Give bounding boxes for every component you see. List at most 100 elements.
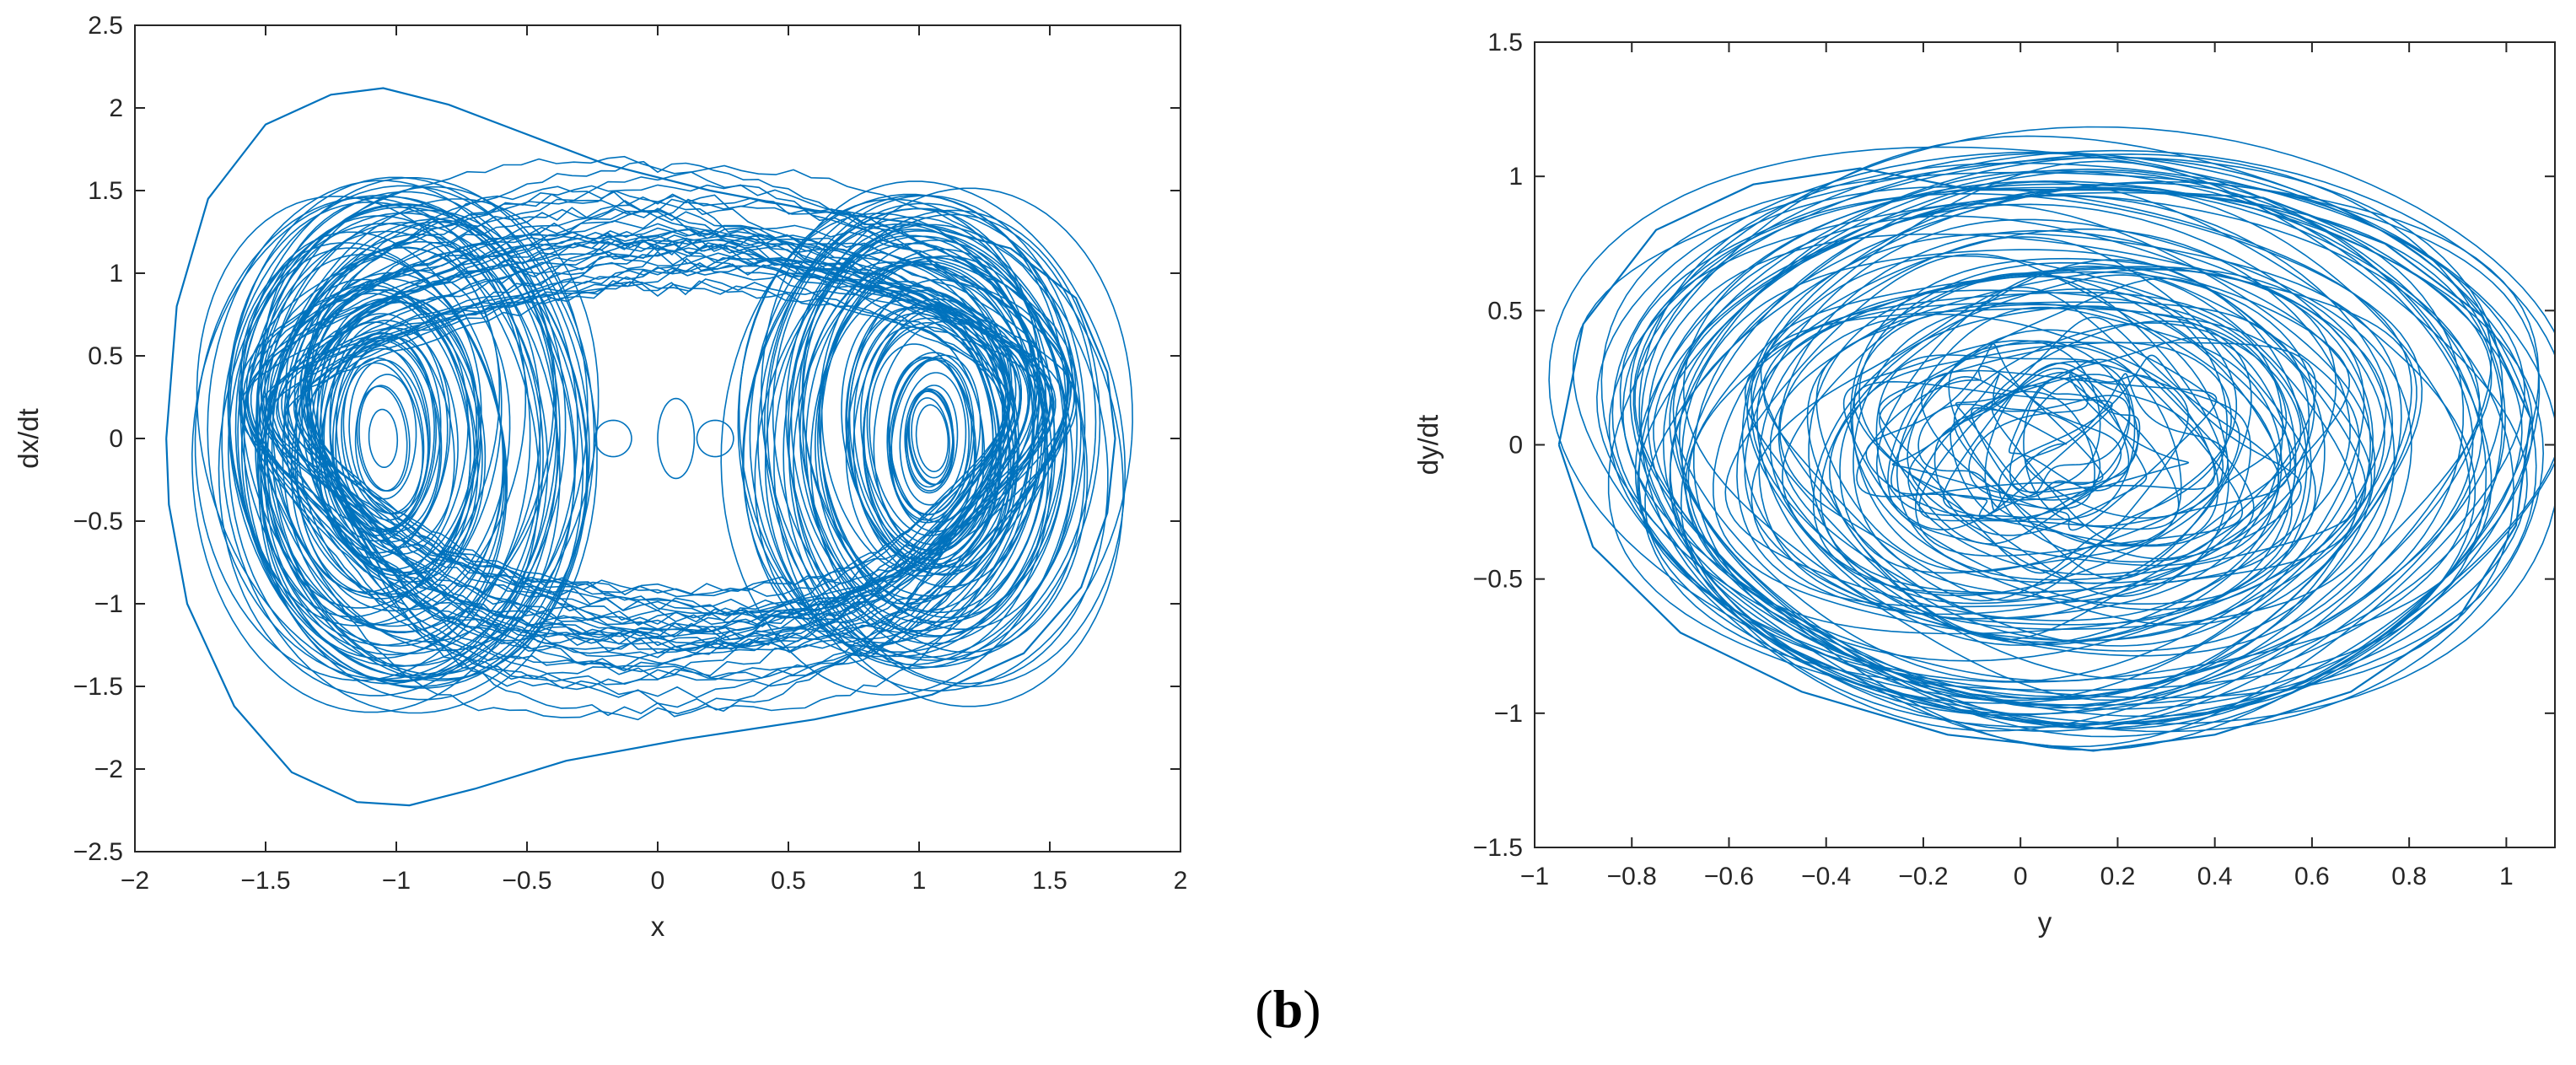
trajectory-central-loop <box>594 419 632 458</box>
trajectory-loop <box>1600 171 2540 725</box>
trajectory-lobe-loop <box>207 180 557 680</box>
trajectory-lobe-loop <box>358 385 411 492</box>
y-tick-label: −1 <box>94 590 123 618</box>
trajectory-loop <box>1760 267 2337 620</box>
y-tick-label: −0.5 <box>73 508 123 535</box>
trajectory-loop <box>1820 274 2358 594</box>
x-tick-label: 0 <box>651 867 665 895</box>
trajectory-lobe-loop <box>356 385 408 492</box>
trajectory-lobe-loop <box>234 177 595 687</box>
trajectory-lobe-loop <box>294 269 511 612</box>
trajectory-crossing-loop <box>267 283 1048 596</box>
trajectory-loop <box>1858 261 2351 597</box>
trajectory-lobe-loop <box>227 223 544 685</box>
trajectory-lobe-loop <box>742 216 1047 658</box>
x-tick-label: −1 <box>1520 863 1549 890</box>
trajectory-lobe-loop <box>287 288 479 598</box>
trajectory-loop <box>1669 186 2471 715</box>
trajectory-lobe-loop <box>886 352 984 533</box>
trajectory-lobe-loop <box>282 221 557 632</box>
trajectory-lobe-loop <box>296 296 480 595</box>
trajectory-lobe-loop <box>310 313 449 554</box>
trajectory-lobe-loop <box>790 234 1048 624</box>
x-tick-label: 2 <box>1174 867 1188 895</box>
trajectory-lobe-loop <box>847 278 1040 588</box>
trajectory-lobe-loop <box>264 246 501 609</box>
trajectory-lobe-loop <box>845 299 1010 572</box>
y-tick-label: −1.5 <box>73 673 123 701</box>
trajectory-loop <box>1608 153 2483 732</box>
trajectory-lobe-loop <box>194 196 531 681</box>
trajectory-lobe-loop <box>749 195 1068 653</box>
x-axis-label: x <box>651 911 665 942</box>
trajectory-loop <box>1724 253 2280 621</box>
trajectory-lobe-loop <box>754 235 1036 648</box>
trajectory-lobe-loop <box>354 374 417 500</box>
trajectory-lobe-loop <box>329 320 459 548</box>
trajectory-loop <box>1681 249 2308 635</box>
y-tick-label: 0.5 <box>1487 297 1523 325</box>
caption-close-paren: ) <box>1303 979 1321 1039</box>
trajectory-lobe-loop <box>906 389 954 488</box>
trajectory-loop <box>1712 255 2312 642</box>
x-tick-label: 0.2 <box>2100 863 2136 890</box>
trajectory-lobe-loop <box>323 331 435 536</box>
trajectory-central-loop <box>696 419 734 458</box>
trajectory-lobe-loop <box>260 241 541 659</box>
trajectory-lobe-loop <box>904 388 955 492</box>
trajectory-lobe-loop <box>196 196 540 681</box>
trajectory-loop <box>1746 228 2351 646</box>
trajectory-lobe-loop <box>809 255 1068 645</box>
trajectory-loop <box>1779 314 2189 601</box>
y-tick-label: −2 <box>94 756 123 783</box>
trajectory-loop <box>1629 191 2465 704</box>
trajectory-lobe-loop <box>852 312 994 555</box>
trajectory-lobe-loop <box>348 359 429 515</box>
trajectory-loop <box>1878 342 2232 574</box>
y-tick-label: 1 <box>1508 163 1523 191</box>
trajectory-loop <box>1955 374 2131 494</box>
y-tick-label: 1.5 <box>1487 29 1523 56</box>
trajectory-crossing-loop <box>294 257 1021 618</box>
trajectory-lobe-loop <box>257 198 600 682</box>
x-tick-label: 0 <box>2014 863 2028 890</box>
trajectory-loop <box>1750 308 2252 605</box>
chart-x-phase-portrait: −2 −1.5 −1 −0.5 0 0.5 1 1.5 2−2.5−2−1.5−1−0.500.… <box>13 12 1187 942</box>
trajectory-lobe-loop <box>265 222 575 675</box>
trajectory-loop <box>1839 345 2182 574</box>
trajectory-loop <box>1680 194 2514 699</box>
trajectory-outer-loop <box>165 87 1116 807</box>
y-tick-label: −1 <box>1494 700 1523 728</box>
trajectory-crossing-loop <box>286 263 1030 616</box>
trajectory-lobe-loop <box>315 296 478 571</box>
caption-letter: b <box>1272 979 1304 1039</box>
trajectory-loop <box>2008 377 2141 492</box>
trajectory-loop <box>1984 360 2251 560</box>
y-tick-label: −0.5 <box>1473 566 1523 594</box>
trajectory-lobe-loop <box>890 354 981 524</box>
trajectory-loop <box>1953 322 2302 580</box>
trajectory-loop <box>1638 183 2487 691</box>
trajectory-lobe-loop <box>335 336 442 533</box>
trajectory-loop <box>1644 181 2477 725</box>
y-axis-label: dy/dt <box>1412 415 1444 476</box>
x-tick-label: 0.8 <box>2391 863 2427 890</box>
panel-caption: (b) <box>0 978 2576 1041</box>
trajectory-loop <box>1998 354 2302 563</box>
x-tick-label: −1 <box>382 867 411 895</box>
y-tick-label: 2 <box>109 94 123 122</box>
trajectory-lobe-loop <box>907 390 954 486</box>
trajectory-lobe-loop <box>763 195 1086 659</box>
axes-layer: −1 −0.8 −0.6 −0.4 −0.2 0 0.2 0.4 0.6 0.8 1−1.5−1−0… <box>1473 29 2556 890</box>
trajectory-lobe-loop <box>301 293 471 573</box>
trajectory-loop <box>1933 368 2148 536</box>
trajectory-loop <box>1750 186 2481 680</box>
trajectory-lobe-loop <box>368 408 399 468</box>
x-tick-label: −2 <box>121 867 149 895</box>
y-axis-label: dx/dt <box>13 408 44 469</box>
trajectory-loop <box>1685 160 2528 710</box>
trajectory-crossing-loop <box>240 155 1075 721</box>
x-tick-label: −0.2 <box>1898 863 1948 890</box>
trajectory-loop <box>1856 365 2104 498</box>
y-tick-label: 0.5 <box>88 342 123 370</box>
